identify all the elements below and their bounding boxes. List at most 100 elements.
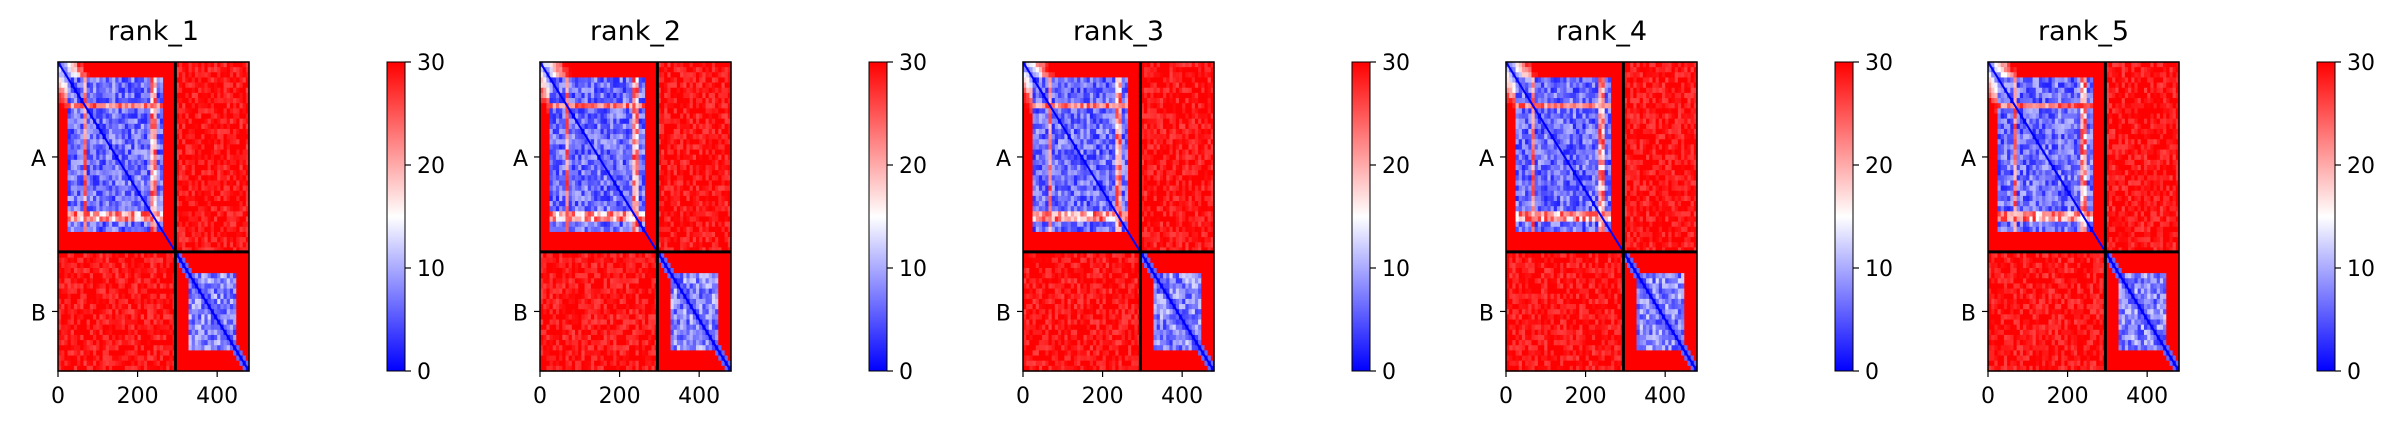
heatmap-cell (185, 118, 190, 125)
heatmap-cell (124, 139, 129, 145)
heatmap-cell (182, 98, 186, 104)
heatmap-cell (115, 72, 120, 79)
heatmap-cell (67, 82, 72, 89)
heatmap-cell (118, 108, 123, 115)
x-tick-label: 400 (196, 384, 238, 409)
heatmap-cell (58, 190, 62, 197)
heatmap-cell (102, 67, 107, 73)
heatmap-cell (99, 98, 104, 104)
heatmap-cell (105, 170, 110, 176)
heatmap-cell (220, 82, 225, 89)
heatmap-cell (188, 62, 193, 68)
heatmap-cell (124, 92, 129, 99)
heatmap-cell (223, 134, 228, 140)
heatmap-cell (105, 113, 110, 120)
heatmap-cell (102, 118, 107, 125)
heatmap-cell (217, 190, 221, 197)
y-tick-label: A (31, 147, 46, 172)
heatmap-cell (163, 175, 167, 182)
heatmap-cell (115, 185, 120, 192)
heatmap-cell (245, 98, 250, 104)
heatmap-cell (188, 72, 193, 79)
heatmap-cell (185, 98, 190, 104)
heatmap-cell (128, 98, 132, 104)
heatmap-cell (198, 98, 202, 104)
heatmap-cell (163, 128, 167, 135)
heatmap-cell (236, 185, 241, 192)
heatmap-cell (223, 154, 228, 161)
heatmap-cell (159, 72, 164, 79)
heatmap-cell (175, 175, 180, 182)
heatmap-cell (140, 144, 145, 151)
heatmap-cell (191, 87, 196, 94)
heatmap-cell (166, 82, 171, 89)
heatmap-cell (124, 62, 129, 68)
heatmap-cell (61, 72, 65, 79)
heatmap-cell (118, 98, 123, 104)
heatmap-cell (115, 128, 120, 135)
heatmap-cell (99, 170, 104, 176)
heatmap-cell (124, 175, 129, 182)
heatmap-cell (178, 149, 183, 156)
heatmap-cell (70, 144, 75, 151)
heatmap-cell (137, 67, 142, 73)
heatmap-cell (188, 98, 193, 104)
heatmap-cell (105, 195, 110, 202)
heatmap-cell (182, 128, 186, 135)
heatmap-cell (128, 170, 132, 176)
heatmap-cell (80, 87, 85, 94)
heatmap-cell (121, 67, 126, 73)
heatmap-cell (153, 87, 158, 94)
heatmap-cell (236, 123, 241, 130)
heatmap-cell (220, 154, 225, 161)
heatmap-cell (204, 67, 209, 73)
heatmap-cell (89, 170, 94, 176)
heatmap-cell (140, 149, 145, 156)
heatmap-cell (73, 77, 78, 84)
heatmap-cell (147, 108, 151, 115)
heatmap-cell (198, 67, 202, 73)
heatmap-cell (93, 165, 97, 171)
heatmap-cell (175, 154, 180, 161)
heatmap-cell (96, 62, 100, 68)
heatmap-cell (156, 195, 161, 202)
heatmap-cell (137, 139, 142, 145)
heatmap-cell (226, 175, 231, 182)
heatmap-cell (131, 123, 135, 130)
heatmap-cell (201, 118, 206, 125)
heatmap-cell (61, 144, 65, 151)
heatmap-cell (153, 108, 158, 115)
heatmap-cell (93, 144, 97, 151)
heatmap-cell (112, 108, 116, 115)
heatmap-cell (163, 123, 167, 130)
heatmap-cell (150, 62, 155, 68)
heatmap-cell (163, 134, 167, 140)
heatmap-cell (124, 72, 129, 79)
heatmap-cell (175, 87, 180, 94)
heatmap-cell (105, 128, 110, 135)
heatmap-cell (108, 67, 113, 73)
heatmap-cell (58, 144, 62, 151)
heatmap-cell (242, 165, 247, 171)
heatmap-cell (77, 175, 81, 182)
heatmap-cell (207, 123, 212, 130)
heatmap-cell (159, 128, 164, 135)
heatmap-cell (163, 139, 167, 145)
heatmap-cell (239, 118, 244, 125)
heatmap-cell (185, 67, 190, 73)
heatmap-cell (156, 98, 161, 104)
heatmap-cell (220, 72, 225, 79)
heatmap-cell (143, 98, 148, 104)
heatmap-cell (169, 103, 174, 109)
heatmap-cell (137, 118, 142, 125)
heatmap-cell (89, 159, 94, 166)
heatmap-cell (178, 144, 183, 151)
heatmap-cell (204, 87, 209, 94)
heatmap-cell (239, 144, 244, 151)
heatmap-cell (207, 154, 212, 161)
heatmap-cell (134, 103, 139, 109)
heatmap-cell (217, 77, 221, 84)
heatmap-cell (169, 180, 174, 187)
heatmap-cell (178, 154, 183, 161)
heatmap-cell (143, 144, 148, 151)
